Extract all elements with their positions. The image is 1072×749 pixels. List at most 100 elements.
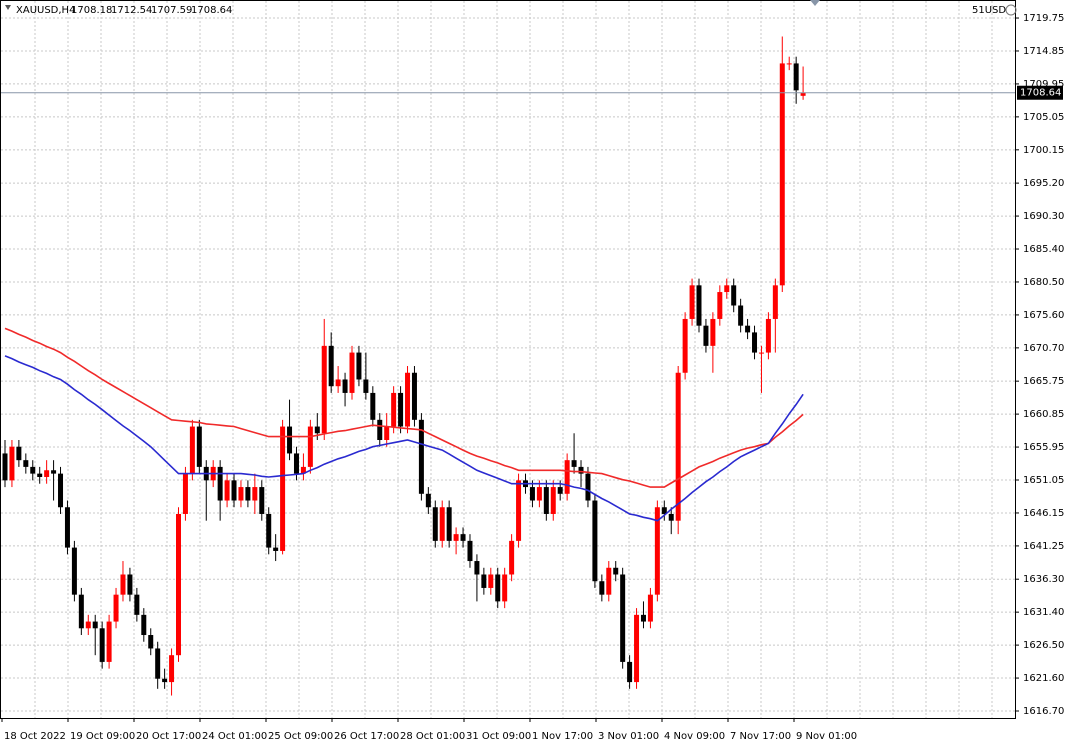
y-tick-label: 1690.30 xyxy=(1023,211,1064,222)
candle-body xyxy=(529,487,535,501)
candle-body xyxy=(502,574,508,602)
y-tick-label: 1616.70 xyxy=(1023,706,1064,717)
menu-arrow[interactable] xyxy=(5,5,11,10)
candle-body xyxy=(113,594,119,622)
header-open: 1708.18 xyxy=(71,5,112,16)
candle-body xyxy=(217,466,223,501)
candle-body xyxy=(758,352,764,354)
candle-body xyxy=(37,473,43,477)
candle-body xyxy=(592,500,598,582)
candle-body xyxy=(189,426,195,474)
candle-body xyxy=(425,493,431,508)
plot-frame xyxy=(0,0,1016,719)
candle-body xyxy=(169,655,175,683)
candle-body xyxy=(724,285,730,293)
candle-body xyxy=(92,621,98,629)
candle-body xyxy=(78,594,84,629)
x-tick-label: 20 Oct 17:00 xyxy=(136,731,201,742)
x-tick-label: 24 Oct 01:00 xyxy=(202,731,267,742)
candle-body xyxy=(252,487,258,501)
candle-body xyxy=(16,446,22,461)
candle-body xyxy=(9,446,15,481)
y-tick-label: 1621.60 xyxy=(1023,673,1064,684)
candle-body xyxy=(321,345,327,434)
candle-body xyxy=(564,460,570,494)
candle-body xyxy=(405,372,411,427)
x-tick-label: 19 Oct 09:00 xyxy=(70,731,135,742)
candle-body xyxy=(717,292,723,319)
candle-body xyxy=(141,614,147,636)
candle-body xyxy=(51,470,57,474)
y-tick-label: 1680.50 xyxy=(1023,277,1064,288)
candle-body xyxy=(64,507,70,548)
x-tick-label: 28 Oct 01:00 xyxy=(400,731,465,742)
y-tick-label: 1631.40 xyxy=(1023,607,1064,618)
candle-body xyxy=(23,460,29,467)
candle-body xyxy=(148,635,154,649)
candle-body xyxy=(342,379,348,393)
y-tick-label: 1709.95 xyxy=(1023,79,1064,90)
x-tick-label: 18 Oct 2022 xyxy=(4,731,66,742)
candle-body xyxy=(196,426,202,467)
candle-body xyxy=(99,628,105,662)
candle-body xyxy=(779,63,785,286)
candle-body xyxy=(58,473,64,508)
candle-body xyxy=(335,379,341,387)
header-high: 1712.54 xyxy=(111,5,152,16)
price-tag-label: 1708.64 xyxy=(1020,88,1061,99)
x-tick-label: 7 Nov 17:00 xyxy=(730,731,791,742)
candle-body xyxy=(703,325,709,346)
candle-body xyxy=(377,419,383,440)
marks xyxy=(1,36,1015,696)
candle-body xyxy=(640,614,646,622)
candle-body xyxy=(245,487,251,501)
candle-body xyxy=(696,285,702,326)
candle-body xyxy=(162,678,168,683)
candle-body xyxy=(2,453,8,481)
candle-body xyxy=(363,379,369,393)
candle-body xyxy=(307,426,313,467)
price-tag xyxy=(1017,85,1063,100)
moving-average xyxy=(4,355,804,522)
y-tick-label: 1719.75 xyxy=(1023,13,1064,24)
shift-marker xyxy=(810,0,820,6)
candle-body xyxy=(391,392,397,427)
candle-body xyxy=(370,392,376,420)
candle-body xyxy=(752,332,758,353)
candle-body xyxy=(432,507,438,541)
candle-body xyxy=(384,426,390,440)
candle-body xyxy=(439,507,445,541)
candle-body xyxy=(155,648,161,679)
candle-body xyxy=(495,574,501,602)
y-tick-label: 1646.15 xyxy=(1023,508,1064,519)
y-tick-label: 1700.15 xyxy=(1023,145,1064,156)
candle-body xyxy=(550,487,556,514)
y-tick-label: 1626.50 xyxy=(1023,640,1064,651)
x-tick-label: 4 Nov 09:00 xyxy=(664,731,725,742)
candle-body xyxy=(411,372,417,420)
candle-body xyxy=(280,426,286,551)
y-tick-label: 1655.95 xyxy=(1023,442,1064,453)
y-tick-label: 1660.85 xyxy=(1023,409,1064,420)
candle-body xyxy=(71,547,77,595)
header-low: 1707.59 xyxy=(151,5,192,16)
candle-body xyxy=(446,507,452,541)
candle-body xyxy=(453,534,459,541)
candle-body xyxy=(613,567,619,575)
candle-body xyxy=(259,487,265,514)
y-tick-label: 1705.05 xyxy=(1023,112,1064,123)
candle-body xyxy=(682,318,688,373)
candle-body xyxy=(481,574,487,588)
candle-body xyxy=(418,419,424,494)
candle-body xyxy=(120,574,126,595)
y-tick-label: 1641.25 xyxy=(1023,541,1064,552)
candle-body xyxy=(689,285,695,319)
candle-body xyxy=(627,661,633,683)
y-tick-label: 1665.75 xyxy=(1023,376,1064,387)
candle-body xyxy=(224,480,230,501)
candle-body xyxy=(585,473,591,501)
candle-body xyxy=(599,581,605,595)
candle-body xyxy=(571,460,577,467)
candle-body xyxy=(647,594,653,622)
